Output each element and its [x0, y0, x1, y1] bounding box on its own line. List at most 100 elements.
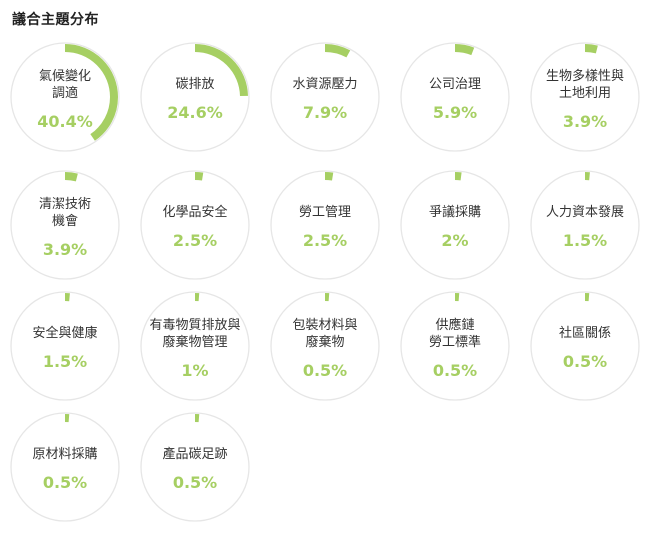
topic-label: 清潔技術 機會 — [15, 196, 115, 230]
topic-label-line: 化學品安全 — [162, 205, 228, 220]
topic-label-line: 水資源壓力 — [292, 77, 358, 92]
donut-ring — [140, 42, 250, 152]
topic-label-line: 勞工標準 — [428, 335, 481, 350]
topic-label-line: 碳排放 — [175, 77, 215, 92]
donut-ring — [530, 170, 640, 280]
value-arc — [402, 172, 508, 278]
ring-track — [530, 42, 640, 152]
topic-label-line: 爭議採購 — [428, 205, 481, 220]
topic-label: 有毒物質排放與 廢棄物管理 — [145, 317, 245, 351]
topic-label: 生物多樣性與 土地利用 — [535, 68, 635, 102]
topic-label: 勞工管理 — [275, 204, 375, 221]
topic-item: 化學品安全 2.5% — [139, 169, 251, 281]
topic-label-line: 廢棄物管理 — [162, 335, 228, 350]
topic-label-line: 有毒物質排放與 — [149, 318, 241, 333]
topic-label-line: 包裝材料與 — [292, 318, 358, 333]
donut-ring — [140, 412, 250, 522]
ring-track — [530, 291, 640, 401]
topic-item: 勞工管理 2.5% — [269, 169, 381, 281]
topic-item: 爭議採購 2% — [399, 169, 511, 281]
value-arc — [142, 414, 248, 520]
topic-label-line: 土地利用 — [558, 86, 611, 101]
topic-item: 人力資本發展 1.5% — [529, 169, 641, 281]
donut-ring — [10, 291, 120, 401]
topic-percentage: 1% — [181, 361, 209, 380]
topic-label: 公司治理 — [405, 76, 505, 93]
ring-track — [10, 42, 120, 152]
value-arc — [142, 44, 248, 150]
topic-label-line: 機會 — [51, 214, 78, 229]
topic-item: 安全與健康 1.5% — [9, 290, 121, 402]
topic-item: 原材料採購 0.5% — [9, 411, 121, 523]
topic-percentage: 2.5% — [302, 231, 348, 250]
value-arc — [272, 293, 378, 399]
topic-item: 氣候變化調適 40.4% — [9, 41, 121, 153]
topic-label: 氣候變化 調適 — [15, 68, 115, 102]
donut-ring — [10, 412, 120, 522]
donut-ring — [10, 170, 120, 280]
topic-percentage: 1.5% — [42, 352, 88, 371]
ring-track — [530, 170, 640, 280]
topic-label: 人力資本發展 — [535, 204, 635, 221]
topic-item: 社區關係 0.5% — [529, 290, 641, 402]
topic-label: 水資源壓力 — [275, 76, 375, 93]
donut-ring — [140, 291, 250, 401]
value-arc — [272, 44, 378, 150]
topic-label: 供應鏈 勞工標準 — [405, 317, 505, 351]
topic-item: 碳排放 24.6% — [139, 41, 251, 153]
donut-ring — [400, 42, 510, 152]
topic-percentage: 0.5% — [172, 473, 218, 492]
topic-item: 公司治理 5.9% — [399, 41, 511, 153]
donut-ring — [400, 291, 510, 401]
ring-track — [400, 291, 510, 401]
topic-percentage: 40.4% — [37, 112, 93, 131]
topic-label-line: 公司治理 — [428, 77, 481, 92]
ring-track — [10, 170, 120, 280]
topic-percentage: 24.6% — [167, 103, 223, 122]
ring-track — [10, 291, 120, 401]
page-title: 議合主題分布 — [12, 12, 99, 28]
ring-track — [400, 170, 510, 280]
topic-label: 化學品安全 — [145, 204, 245, 221]
ring-track — [140, 170, 250, 280]
topic-percentage: 0.5% — [302, 361, 348, 380]
topic-label-line: 氣候變化 — [38, 69, 91, 84]
topic-item: 有毒物質排放與 廢棄物管理 1% — [139, 290, 251, 402]
topic-label-line: 原材料採購 — [32, 447, 98, 462]
topic-label: 安全與健康 — [15, 325, 115, 342]
topic-label: 碳排放 — [145, 76, 245, 93]
topic-label-line: 生物多樣性與 — [545, 69, 624, 84]
topic-percentage: 0.5% — [42, 473, 88, 492]
topic-percentage: 3.9% — [562, 112, 608, 131]
value-arc — [12, 293, 118, 399]
topic-item: 供應鏈 勞工標準 0.5% — [399, 290, 511, 402]
donut-ring — [270, 291, 380, 401]
topic-percentage: 2% — [441, 231, 469, 250]
topic-label: 產品碳足跡 — [145, 446, 245, 463]
ring-track — [140, 291, 250, 401]
topic-label-line: 安全與健康 — [32, 326, 98, 341]
ring-track — [400, 42, 510, 152]
donut-ring — [530, 291, 640, 401]
ring-track — [10, 412, 120, 522]
topic-label-line: 調適 — [51, 86, 78, 101]
topic-percentage: 0.5% — [432, 361, 478, 380]
topic-percentage: 7.9% — [302, 103, 348, 122]
topic-percentage: 1.5% — [562, 231, 608, 250]
value-arc — [532, 44, 638, 150]
donut-ring — [400, 170, 510, 280]
value-arc — [402, 44, 508, 150]
topic-percentage: 0.5% — [562, 352, 608, 371]
topic-label: 社區關係 — [535, 325, 635, 342]
topic-item: 生物多樣性與 土地利用 3.9% — [529, 41, 641, 153]
donut-ring — [10, 42, 120, 152]
topic-label-line: 勞工管理 — [298, 205, 351, 220]
value-arc — [12, 172, 118, 278]
topic-percentage: 3.9% — [42, 240, 88, 259]
topic-label: 原材料採購 — [15, 446, 115, 463]
ring-track — [270, 42, 380, 152]
topic-label-line: 社區關係 — [558, 326, 611, 341]
ring-track — [140, 42, 250, 152]
value-arc — [532, 293, 638, 399]
ring-track — [140, 412, 250, 522]
